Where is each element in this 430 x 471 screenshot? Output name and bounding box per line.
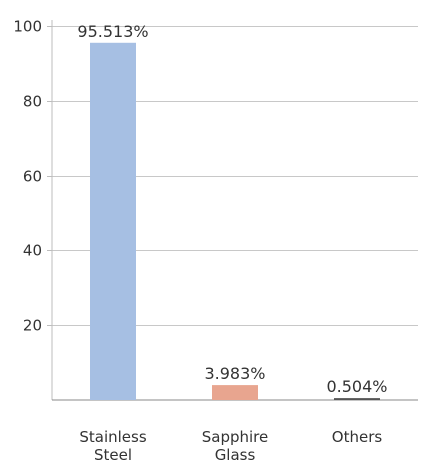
y-tick-label: 60 [23, 168, 42, 186]
data-labels: 95.513% 3.983% 0.504% [77, 22, 387, 396]
x-category-label: Stainless Steel [79, 428, 146, 464]
x-category-label-line: Glass [215, 446, 256, 464]
x-category-label-line: Stainless [79, 428, 146, 446]
y-axis: 20 40 60 80 100 [13, 18, 418, 401]
y-tick-label: 40 [23, 242, 42, 260]
bar [334, 398, 380, 400]
data-label: 0.504% [326, 377, 387, 396]
x-category-label-line: Sapphire [202, 428, 269, 446]
data-label: 95.513% [77, 22, 148, 41]
x-category-label-line: Others [332, 428, 383, 446]
x-category-label-line: Steel [94, 446, 132, 464]
y-tick-label: 20 [23, 317, 42, 335]
bars [90, 42, 380, 401]
y-tick-label: 100 [13, 18, 42, 36]
x-axis-categories: Stainless Steel Sapphire Glass Others [79, 428, 382, 464]
y-tick-label: 80 [23, 93, 42, 111]
bar [212, 385, 258, 400]
x-category-label: Sapphire Glass [202, 428, 269, 464]
bar [90, 42, 136, 401]
data-label: 3.983% [204, 364, 265, 383]
x-category-label: Others [332, 428, 383, 446]
